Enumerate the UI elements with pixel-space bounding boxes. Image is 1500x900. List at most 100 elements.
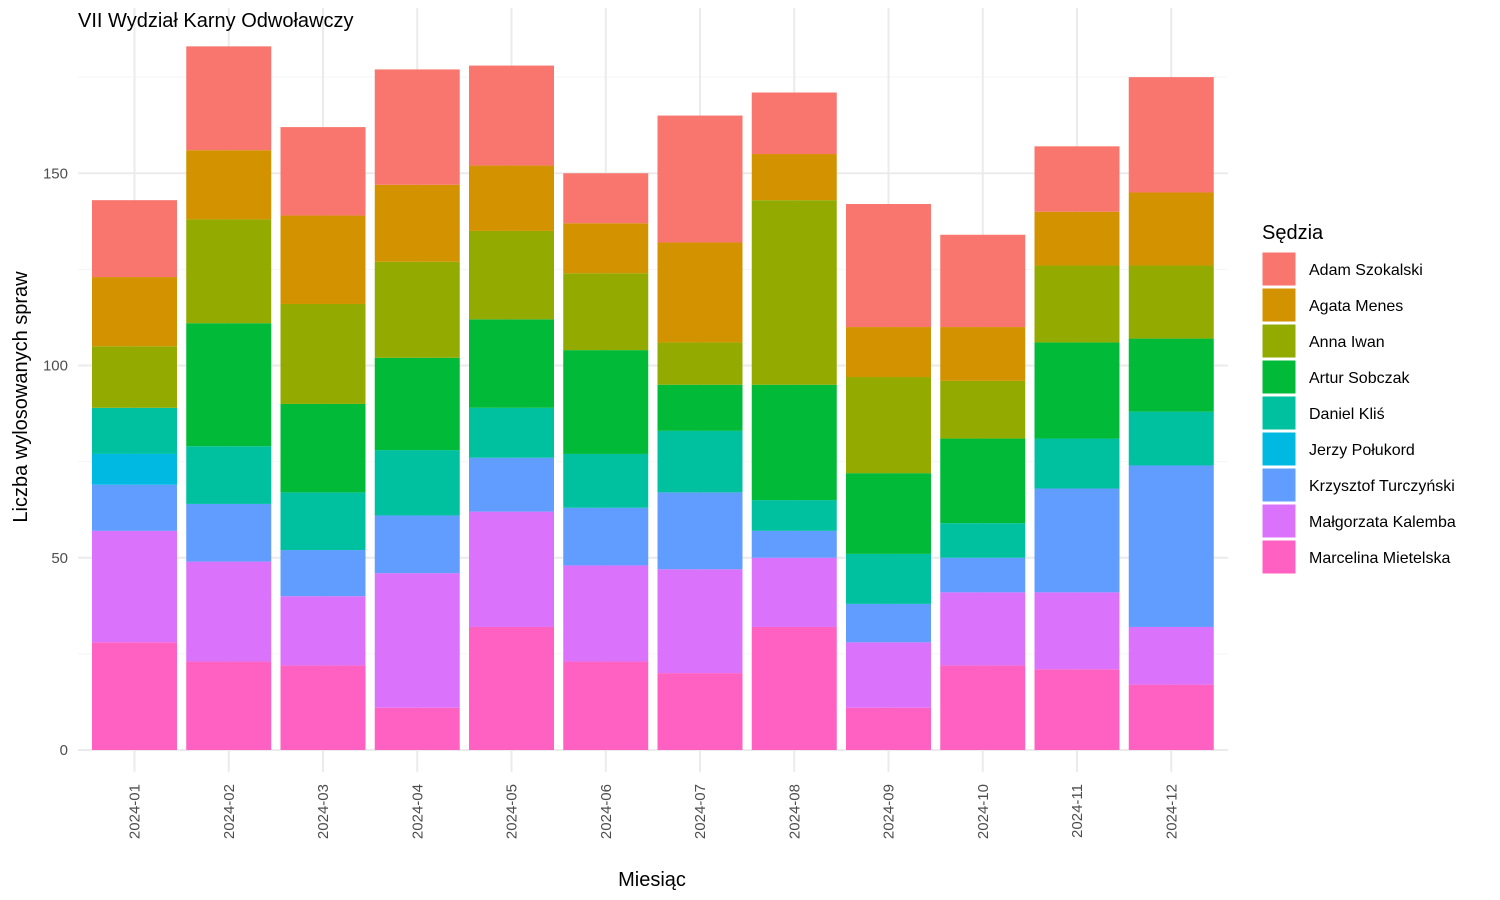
legend-swatch [1261, 359, 1297, 395]
bar-segment [563, 223, 649, 274]
bar-segment [374, 707, 460, 750]
y-axis-ticks: 0 50 100 150 [43, 165, 68, 759]
bar-segment [469, 626, 554, 750]
bar-segment [940, 592, 1026, 666]
bar-segment [92, 200, 177, 278]
legend-item: Artur Sobczak [1261, 359, 1410, 395]
bar-segment [751, 92, 837, 155]
bar-segment [1128, 192, 1214, 266]
bar-segment [751, 200, 837, 385]
legend-item: Marcelina Mietelska [1261, 539, 1450, 575]
legend-label: Marcelina Mietelska [1309, 550, 1450, 567]
bar-segment [846, 377, 931, 474]
bar-segment [1034, 488, 1120, 593]
bar-segment [186, 503, 272, 562]
legend-swatch [1261, 503, 1297, 539]
chart-title: VII Wydział Karny Odwoławczy [78, 10, 353, 32]
legend-swatch [1261, 395, 1297, 431]
bar-segment [563, 273, 649, 351]
legend-item: Agata Menes [1261, 287, 1403, 323]
legend-item: Jerzy Połukord [1261, 431, 1415, 467]
legend: Sędzia Adam Szokalski Agata Menes Anna Iwa… [1261, 222, 1456, 575]
bar-segment [563, 507, 649, 566]
bar-segment [1128, 465, 1214, 627]
bar-segment [846, 204, 931, 328]
bar-segment [374, 450, 460, 516]
bar-segment [1034, 265, 1120, 343]
bar-segment [280, 303, 366, 404]
bar-segment [186, 219, 272, 324]
bar-segment [657, 115, 743, 243]
bar-segment [1128, 411, 1214, 466]
bar-segment [940, 557, 1026, 593]
legend-item: Adam Szokalski [1261, 251, 1423, 287]
legend-swatch [1261, 323, 1297, 359]
bar-segment [280, 215, 366, 304]
bar-segment [563, 661, 649, 750]
x-tick-label: 2024-02 [221, 784, 238, 839]
bar-segment [374, 184, 460, 262]
bar-segment [92, 453, 177, 485]
bar-segment [751, 500, 837, 531]
bar-segment [846, 553, 931, 604]
bar-segment [469, 457, 554, 512]
legend-item: Daniel Kliś [1261, 395, 1385, 431]
bar-segment [940, 523, 1026, 558]
legend-swatch [1261, 287, 1297, 323]
x-tick-label: 2024-08 [786, 784, 803, 839]
legend-swatch [1261, 431, 1297, 467]
bar-segment [92, 407, 177, 454]
legend-label: Jerzy Połukord [1309, 442, 1415, 459]
y-tick-label: 50 [51, 550, 68, 567]
bar-segment [1034, 669, 1120, 750]
x-tick-label: 2024-04 [409, 784, 426, 839]
bar-segment [563, 350, 649, 454]
bar-segment [657, 673, 743, 750]
bar-segment [92, 530, 177, 643]
x-tick-label: 2024-03 [315, 784, 332, 839]
bar-segment [657, 430, 743, 493]
legend-swatch [1261, 539, 1297, 575]
x-axis-title: Miesiąc [618, 869, 686, 891]
bar-segment [280, 127, 366, 216]
bar-segment [469, 319, 554, 408]
bar-segment [846, 473, 931, 554]
bar-segment [186, 46, 272, 151]
bar-segment [280, 403, 366, 493]
bar-segment [1034, 592, 1120, 670]
legend-label: Adam Szokalski [1309, 262, 1423, 279]
bar-segment [751, 557, 837, 627]
bar-segment [186, 323, 272, 447]
bar-segment [280, 596, 366, 666]
bar-segment [1034, 342, 1120, 439]
bar-segment [563, 565, 649, 662]
bar-segment [846, 603, 931, 643]
x-tick-label: 2024-11 [1069, 784, 1086, 838]
x-tick-label: 2024-06 [598, 784, 615, 839]
bar-segment [92, 277, 177, 347]
x-tick-label: 2024-05 [504, 784, 521, 839]
bar-segment [374, 69, 460, 185]
bar-segment [751, 626, 837, 750]
bar-segment [1128, 265, 1214, 339]
legend-title: Sędzia [1262, 222, 1324, 244]
bar-segment [186, 446, 272, 504]
bar-segment [563, 173, 649, 224]
bar-segment [1034, 211, 1120, 266]
x-axis-ticks: 2024-01 2024-02 2024-03 2024-04 2024-05 2024-… [127, 784, 1181, 839]
x-tick-label: 2024-01 [127, 784, 144, 839]
bar-segment [563, 453, 649, 508]
bar-segment [1034, 438, 1120, 489]
y-tick-label: 0 [60, 742, 68, 759]
bar-segment [657, 242, 743, 343]
x-tick-label: 2024-09 [881, 784, 898, 839]
bar-segment [469, 407, 554, 458]
y-tick-label: 100 [43, 358, 68, 375]
bar-segment [92, 642, 177, 750]
legend-item: Małgorzata Kalemba [1261, 503, 1456, 539]
legend-swatch [1261, 251, 1297, 287]
bar-segment [657, 569, 743, 674]
bar-segment [469, 230, 554, 320]
bar-segment [1128, 77, 1214, 193]
